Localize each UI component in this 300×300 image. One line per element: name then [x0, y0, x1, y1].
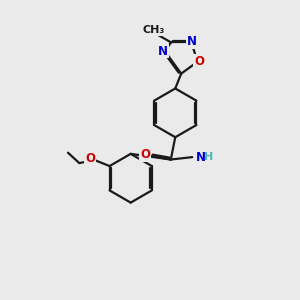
- Text: N: N: [196, 151, 206, 164]
- Text: O: O: [140, 148, 150, 161]
- Text: CH₃: CH₃: [142, 25, 165, 34]
- Text: O: O: [85, 152, 95, 164]
- Text: O: O: [194, 55, 204, 68]
- Text: N: N: [158, 44, 168, 58]
- Text: H: H: [204, 152, 213, 162]
- Text: N: N: [187, 35, 196, 48]
